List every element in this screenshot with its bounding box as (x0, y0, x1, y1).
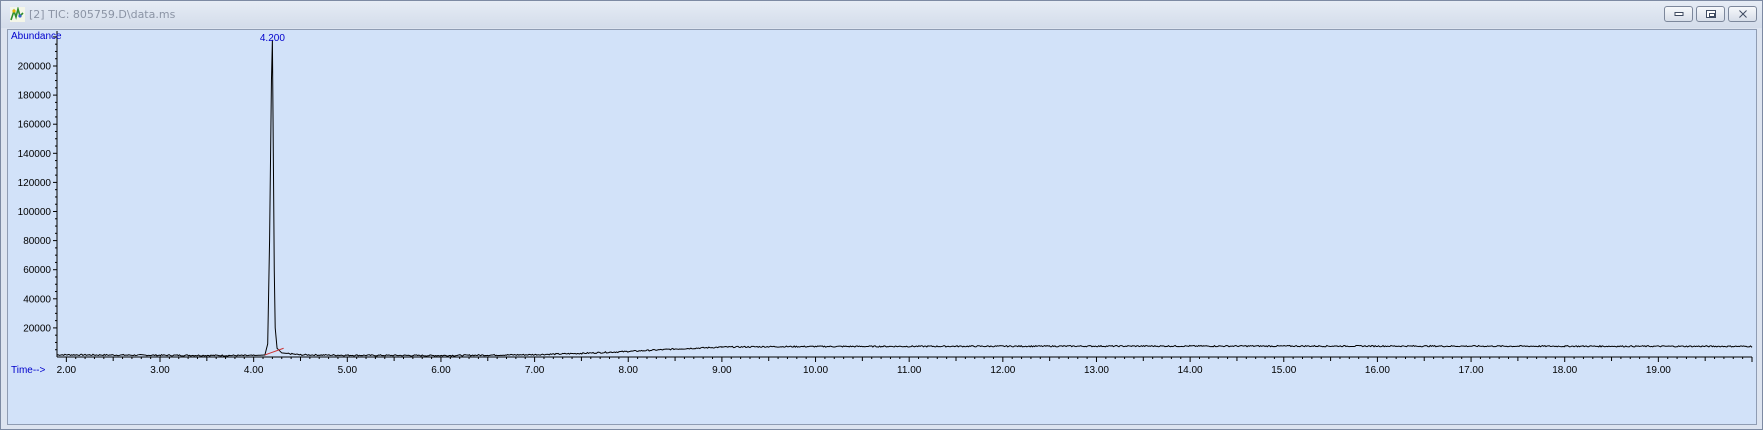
x-tick-label: 5.00 (338, 365, 358, 376)
axes-group (56, 31, 1752, 358)
tic-trace-line (56, 39, 1753, 357)
y-tick-label: 20000 (23, 323, 51, 334)
peak-label: 4.200 (260, 33, 285, 44)
y-tick-label: 40000 (23, 294, 51, 305)
x-axis-label: Time--> (11, 365, 46, 376)
x-tick-label: 10.00 (803, 365, 828, 376)
annotations-group: 4.200 (260, 33, 285, 44)
x-tick-label: 18.00 (1552, 365, 1577, 376)
close-button[interactable] (1728, 6, 1757, 22)
peak-baseline-marker (264, 347, 284, 356)
x-tick-label: 9.00 (712, 365, 732, 376)
x-tick-label: 7.00 (525, 365, 545, 376)
x-tick-label: 2.00 (57, 365, 77, 376)
x-tick-label: 12.00 (990, 365, 1015, 376)
y-tick-label: 180000 (18, 91, 52, 102)
tic-chromatogram-chart[interactable]: Abundance Time--> 20000 40000 60000 80000 10… (8, 30, 1756, 424)
minimize-icon (1674, 12, 1683, 16)
x-tick-label: 8.00 (619, 365, 639, 376)
y-tick-label: 100000 (18, 207, 52, 218)
x-tick-label: 6.00 (431, 365, 451, 376)
chromatogram-app-icon (10, 7, 25, 22)
title-bar[interactable]: [2] TIC: 805759.D\data.ms (1, 1, 1762, 28)
x-tick-label: 17.00 (1459, 365, 1484, 376)
window-title: [2] TIC: 805759.D\data.ms (29, 8, 176, 21)
y-tick-label: 80000 (23, 236, 51, 247)
x-tick-label: 13.00 (1084, 365, 1109, 376)
y-tick-label: 160000 (18, 120, 52, 131)
y-tick-label: 200000 (18, 62, 52, 73)
x-tick-label: 19.00 (1646, 365, 1671, 376)
x-tick-label: 3.00 (150, 365, 170, 376)
x-ticks-group: 2.00 3.00 4.00 5.00 6.00 7.00 8.00 9.00 10.00 11.… (57, 357, 1753, 376)
y-tick-label: 140000 (18, 149, 52, 160)
restore-icon (1705, 10, 1716, 18)
x-tick-label: 11.00 (897, 365, 922, 376)
x-tick-label: 4.00 (244, 365, 264, 376)
restore-button[interactable] (1696, 6, 1725, 22)
y-tick-label: 60000 (23, 265, 51, 276)
minimize-button[interactable] (1664, 6, 1693, 22)
x-tick-label: 14.00 (1178, 365, 1203, 376)
x-tick-label: 16.00 (1365, 365, 1390, 376)
close-icon (1738, 10, 1747, 18)
chromatogram-panel[interactable]: Abundance Time--> 20000 40000 60000 80000 10… (7, 29, 1757, 425)
y-axis-label: Abundance (11, 31, 62, 42)
x-tick-label: 15.00 (1271, 365, 1296, 376)
y-ticks-group: 20000 40000 60000 80000 100000 120000 140000 16… (18, 36, 57, 351)
y-tick-label: 120000 (18, 178, 52, 189)
series-group (56, 39, 1753, 357)
